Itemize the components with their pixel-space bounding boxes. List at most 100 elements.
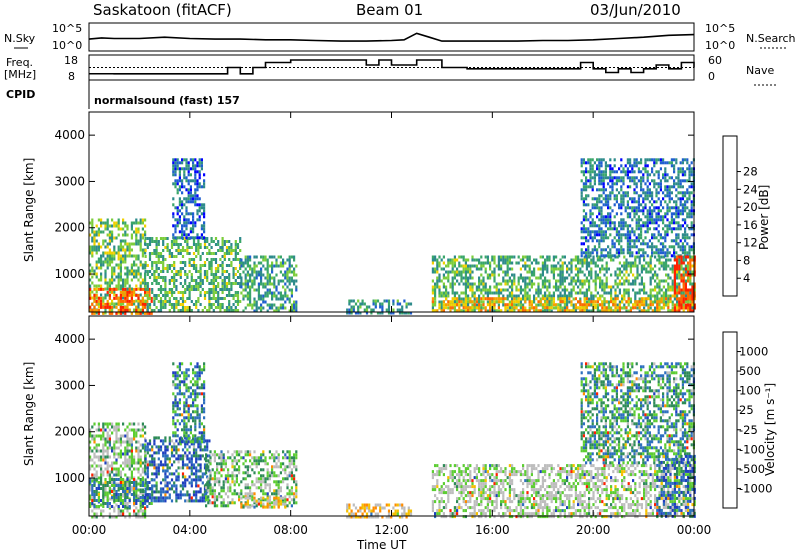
scatter-cell (557, 279, 560, 283)
scatter-cell (579, 309, 582, 313)
scatter-cell (675, 158, 678, 162)
scatter-cell (288, 258, 291, 262)
scatter-cell (633, 212, 636, 216)
scatter-cell (407, 302, 410, 306)
scatter-cell (135, 515, 138, 519)
freq-line (89, 59, 695, 75)
scatter-cell (670, 161, 673, 165)
colorbar-tick-label: 4 (743, 271, 750, 285)
scatter-cell (146, 299, 149, 303)
scatter-cell (91, 269, 94, 273)
scatter-cell (680, 261, 683, 265)
scatter-cell (502, 255, 505, 259)
scatter-cell (591, 167, 594, 171)
scatter-cell (506, 261, 509, 265)
scatter-cell (170, 288, 174, 291)
scatter-cell (482, 297, 485, 301)
scatter-cell (135, 257, 138, 261)
scatter-cell (486, 255, 489, 259)
scatter-cell (100, 428, 103, 432)
scatter-cell (159, 303, 163, 306)
scatter-cell (431, 306, 434, 310)
scatter-cell (517, 303, 520, 307)
scatter-cell (141, 443, 144, 447)
scatter-cell (620, 170, 623, 174)
scatter-cell (537, 261, 540, 265)
scatter-cell (462, 267, 465, 271)
scatter-cell (288, 282, 291, 286)
scatter-cell (284, 282, 287, 286)
scatter-cell (645, 261, 648, 265)
scatter-cell (106, 494, 109, 498)
scatter-cell (133, 434, 136, 438)
scatter-cell (662, 294, 665, 298)
scatter-cell (511, 279, 514, 283)
scatter-cell (221, 240, 224, 243)
scatter-cell (644, 224, 647, 228)
scatter-cell (170, 303, 174, 306)
scatter-cell (284, 276, 287, 280)
scatter-cell (603, 291, 606, 295)
scatter-cell (643, 306, 646, 310)
scatter-cell (264, 276, 267, 280)
scatter-cell (631, 251, 634, 255)
scatter-cell (268, 303, 271, 307)
scatter-cell (279, 264, 282, 268)
scatter-cell (126, 287, 129, 291)
scatter-cell (370, 311, 373, 315)
freq-label-line1: Freq. (6, 56, 33, 69)
scatter-cell (673, 164, 676, 168)
scatter-cell (658, 258, 661, 262)
scatter-cell (563, 279, 566, 283)
scatter-cell (119, 434, 122, 438)
scatter-cell (637, 209, 640, 213)
scatter-cell (181, 200, 184, 204)
scatter-cell (95, 490, 98, 493)
scatter-cell (679, 248, 682, 252)
scatter-cell (691, 303, 694, 307)
scatter-cell (253, 264, 256, 268)
scatter-cell (117, 266, 120, 270)
scatter-cell (126, 302, 129, 306)
scatter-cell (119, 239, 122, 243)
scatter-cell (249, 276, 252, 280)
scatter-cell (174, 185, 177, 189)
scatter-cell (659, 182, 662, 186)
scatter-cell (447, 291, 450, 295)
scatter-cell (585, 258, 588, 262)
scatter-cell (638, 261, 641, 265)
scatter-cell (684, 236, 687, 240)
scatter-cell (664, 173, 667, 177)
scatter-cell (602, 254, 605, 258)
scatter-cell (102, 260, 105, 264)
scatter-cell (445, 306, 448, 310)
scatter-cell (130, 446, 133, 450)
scatter-cell (431, 285, 434, 289)
scatter-cell (561, 306, 564, 310)
scatter-cell (234, 306, 237, 309)
scatter-cell (164, 285, 167, 288)
scatter-cell (658, 306, 661, 310)
scatter-cell (618, 206, 621, 210)
scatter-cell (633, 206, 636, 210)
scatter-cell (146, 264, 149, 267)
scatter-cell (687, 264, 690, 268)
scatter-cell (249, 303, 252, 307)
scatter-cell (104, 257, 107, 261)
scatter-cell (456, 303, 459, 307)
scatter-cell (583, 258, 586, 262)
scatter-cell (212, 294, 215, 297)
scatter-cell (196, 161, 199, 165)
scatter-cell (97, 464, 100, 468)
scatter-cell (632, 264, 635, 268)
scatter-cell (139, 428, 142, 432)
scatter-cell (453, 255, 456, 259)
scatter-cell (642, 167, 645, 171)
scatter-cell (104, 260, 107, 264)
scatter-cell (649, 297, 652, 301)
scatter-cell (462, 303, 465, 307)
scatter-cell (95, 311, 98, 315)
scatter-cell (511, 306, 514, 310)
scatter-cell (173, 276, 176, 279)
scatter-cell (582, 161, 585, 165)
